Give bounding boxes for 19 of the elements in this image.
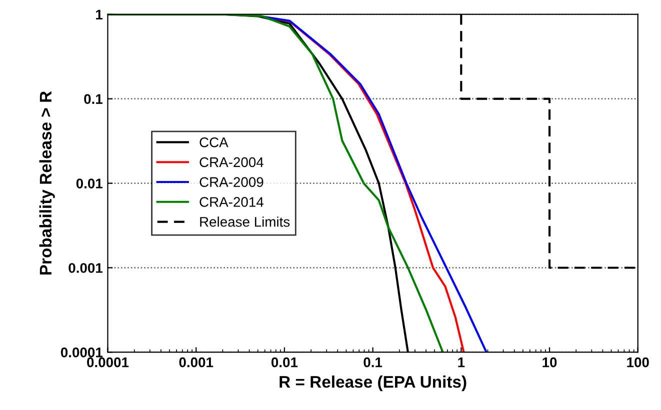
y-tick-label: 1 [96, 10, 102, 20]
y-tick-label: 0.0001 [60, 348, 102, 358]
x-tick-label: 0.1 [364, 357, 382, 368]
y-tick-label: 0.1 [84, 94, 102, 104]
x-tick-label: 0.0001 [87, 357, 129, 368]
legend-label: Release Limits [200, 216, 290, 227]
x-tick-label: 0.001 [179, 357, 214, 368]
legend-label: CCA [200, 137, 228, 148]
legend-label: CRA-2009 [200, 177, 264, 187]
legend-label: CRA-2004 [200, 157, 264, 168]
x-axis-title: R = Release (EPA Units) [280, 376, 466, 392]
y-axis-title: Probability Release > R [39, 91, 55, 275]
x-tick-label: 10 [542, 357, 557, 368]
legend-label: CRA-2014 [200, 197, 264, 207]
x-tick-label: 0.01 [271, 357, 298, 368]
x-tick-label: 1 [458, 358, 465, 368]
y-tick-label: 0.001 [68, 263, 102, 273]
y-tick-label: 0.01 [76, 178, 102, 188]
x-tick-label: 100 [627, 357, 649, 368]
